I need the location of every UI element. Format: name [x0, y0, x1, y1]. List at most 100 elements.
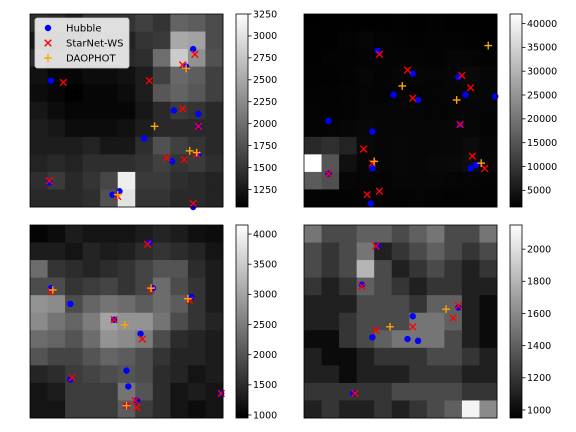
heatmap-cell: [409, 347, 428, 366]
heatmap-cell: [356, 330, 375, 349]
heatmap-cell: [170, 365, 189, 384]
heatmap-cell: [30, 277, 48, 296]
heatmap-cell: [30, 171, 48, 190]
heatmap-cell: [187, 154, 206, 173]
hubble-marker: [168, 158, 176, 165]
heatmap-cell: [117, 365, 136, 384]
heatmap-cell: [321, 242, 340, 261]
heatmap-cell: [152, 347, 171, 366]
heatmap-cell: [187, 347, 206, 366]
starnet-marker: [468, 152, 477, 160]
heatmap-cell: [152, 400, 171, 419]
heatmap-cell: [444, 101, 463, 120]
hubble-marker: [409, 313, 416, 320]
heatmap-cell: [65, 171, 84, 190]
heatmap-cell: [170, 295, 189, 314]
heatmap-cell: [461, 14, 480, 32]
heatmap-cell: [117, 260, 136, 279]
heatmap-cell: [170, 101, 189, 120]
heatmap-cell: [479, 31, 498, 50]
heatmap-cell: [30, 154, 48, 173]
hubble-marker: [109, 191, 116, 198]
daophot-marker: [398, 82, 407, 90]
heatmap-cell: [304, 119, 322, 138]
axes-frame: [303, 13, 498, 208]
heatmap-cell: [391, 260, 410, 279]
starnet-markers: [324, 50, 489, 199]
heatmap-cell: [205, 312, 224, 331]
heatmap-cell: [205, 14, 224, 32]
colorbar-bar: [235, 13, 249, 208]
heatmap-cell: [391, 330, 410, 349]
heatmap-cell: [170, 84, 189, 103]
heatmap-cell: [461, 31, 480, 50]
heatmap-cell: [135, 260, 154, 279]
heatmap-cell: [205, 225, 224, 243]
heatmap-cell: [135, 31, 154, 50]
daophot-marker: [477, 159, 486, 168]
heatmap-cell: [339, 31, 358, 50]
axes-frame: [29, 13, 224, 208]
heatmap-cell: [170, 382, 189, 401]
heatmap-cell: [391, 277, 410, 296]
starnet-marker: [408, 94, 417, 103]
heatmap-cell: [339, 400, 358, 419]
daophot-marker: [150, 122, 159, 131]
heatmap-cell: [82, 119, 101, 138]
heatmap-cell: [82, 277, 101, 296]
heatmap-cell: [356, 365, 375, 384]
heatmap-cell: [100, 382, 119, 401]
heatmap-cell: [356, 84, 375, 103]
heatmap-cell: [100, 171, 119, 190]
colorbar-tick-label: 4000: [253, 229, 277, 240]
heatmap-cell: [356, 31, 375, 50]
heatmap-cell: [426, 171, 445, 190]
heatmap-cell: [479, 242, 498, 261]
heatmap-cell: [444, 14, 463, 32]
heatmap-cell: [321, 277, 340, 296]
heatmap-cell: [152, 382, 171, 401]
heatmap-cell: [205, 84, 224, 103]
heatmap-cell: [100, 365, 119, 384]
heatmap-cell: [339, 84, 358, 103]
daophot-marker: [182, 64, 191, 73]
heatmap-cell: [170, 189, 189, 208]
heatmap-cell: [321, 295, 340, 314]
heatmap-cell: [152, 31, 171, 50]
heatmap-cell: [426, 382, 445, 401]
heatmap-cell: [356, 260, 375, 279]
heatmap-cell: [47, 189, 66, 208]
heatmap-cell: [205, 119, 224, 138]
heatmap-cell: [187, 66, 206, 85]
heatmap-cell: [135, 171, 154, 190]
hubble-marker: [367, 200, 374, 207]
heatmap-cell: [205, 260, 224, 279]
heatmap-cell: [100, 136, 119, 155]
heatmap-cell: [409, 365, 428, 384]
heatmap-cell: [339, 171, 358, 190]
hubble-legend-icon: [44, 24, 52, 32]
heatmap-cell: [100, 242, 119, 261]
heatmap-cell: [444, 49, 463, 68]
colorbar-tick-label: 1000: [253, 410, 277, 421]
starnet-marker: [458, 71, 466, 80]
colorbar-tick-label: 25000: [527, 90, 557, 101]
starnet-marker: [375, 50, 384, 59]
heatmap-cell: [461, 101, 480, 120]
heatmap-cell: [205, 136, 224, 155]
starnet-legend-icon: [44, 39, 52, 47]
colorbar-tick-label: 15000: [527, 138, 557, 149]
heatmap-cell: [461, 242, 480, 261]
heatmap-cell: [117, 154, 136, 173]
heatmap-cell: [100, 119, 119, 138]
hubble-marker: [462, 91, 469, 98]
starnet-marker: [403, 66, 412, 74]
heatmap-cell: [100, 400, 119, 419]
heatmap-cell: [409, 225, 428, 243]
heatmap-cell: [82, 136, 101, 155]
heatmap-cell: [426, 242, 445, 261]
colorbar-bar: [509, 224, 523, 419]
heatmap-cell: [47, 101, 66, 120]
heatmap-cell: [339, 49, 358, 68]
heatmap-cell: [135, 312, 154, 331]
